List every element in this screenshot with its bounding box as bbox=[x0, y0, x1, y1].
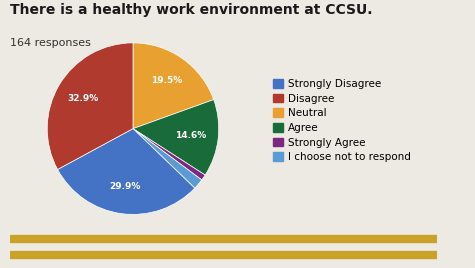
Wedge shape bbox=[47, 43, 133, 169]
Wedge shape bbox=[57, 129, 195, 214]
Text: 29.9%: 29.9% bbox=[109, 182, 141, 191]
Text: 164 responses: 164 responses bbox=[10, 38, 90, 47]
Wedge shape bbox=[133, 129, 202, 188]
Wedge shape bbox=[133, 129, 205, 180]
Wedge shape bbox=[133, 43, 214, 129]
Text: 14.6%: 14.6% bbox=[175, 131, 207, 140]
Text: 19.5%: 19.5% bbox=[151, 76, 182, 85]
Wedge shape bbox=[133, 100, 219, 175]
Text: 32.9%: 32.9% bbox=[67, 94, 98, 103]
Legend: Strongly Disagree, Disagree, Neutral, Agree, Strongly Agree, I choose not to res: Strongly Disagree, Disagree, Neutral, Ag… bbox=[271, 77, 413, 164]
Text: There is a healthy work environment at CCSU.: There is a healthy work environment at C… bbox=[10, 3, 372, 17]
